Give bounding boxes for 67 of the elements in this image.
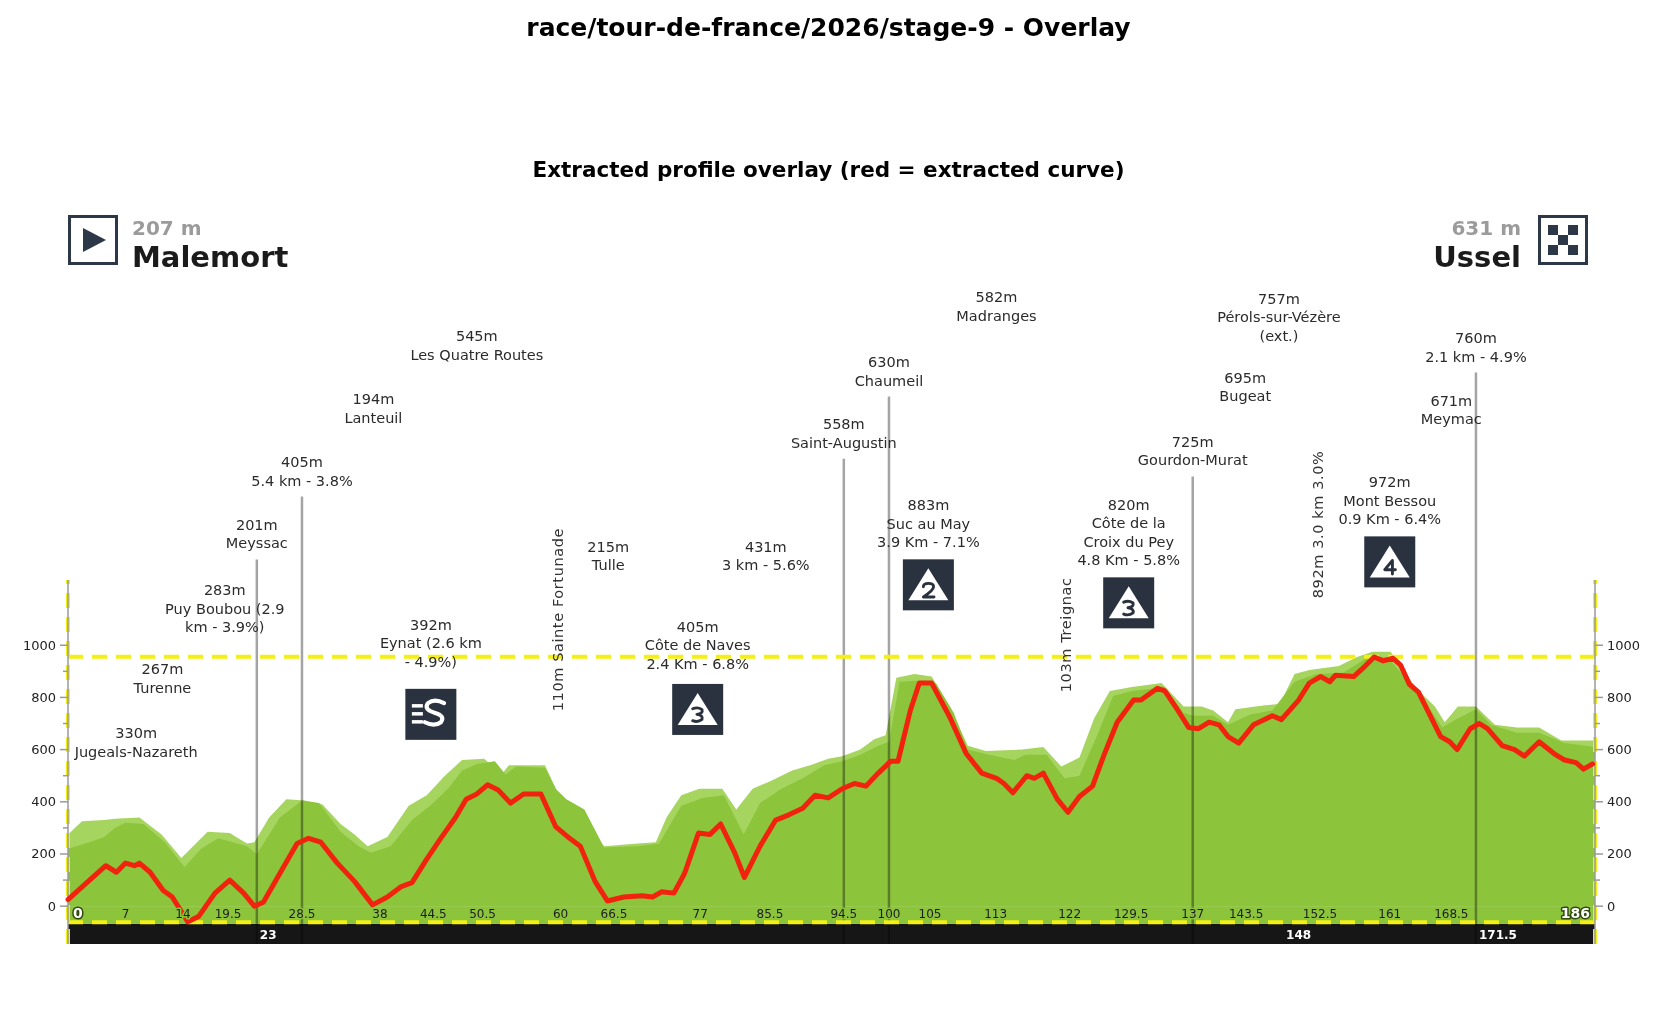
annotation: 171.5	[1478, 927, 1517, 942]
x-tick-label: 50.5	[469, 907, 496, 921]
text: 757m Pérols-sur-Vézère (ext.)	[1217, 290, 1341, 344]
x-tick-label: 100	[877, 907, 901, 921]
y2-tick-label: 400	[1607, 794, 1632, 810]
x-tick-label: 113	[984, 907, 1008, 921]
text: Ussel	[1433, 240, 1521, 274]
x-tick-label: 44.5	[419, 907, 447, 921]
y2-tick-label: 1000	[1607, 637, 1641, 653]
text: 558m Saint-Augustin	[790, 416, 897, 451]
x-tick-label: 60	[552, 907, 569, 921]
chart-subtitle: Extracted profile overlay (red = extracted curve)	[532, 157, 1125, 182]
annotation: 148	[1286, 927, 1312, 942]
text: 201m Meyssac	[225, 516, 288, 552]
y-tick-label: 600	[31, 742, 56, 758]
annotation: 23	[259, 927, 277, 942]
text: 671m Meymac	[1420, 392, 1482, 428]
y-tick-label: 800	[31, 689, 56, 705]
x-tick-label: 94.5	[830, 907, 858, 921]
annotation: 283m Puy Boubou (2.9 km - 3.9%)	[165, 582, 285, 636]
x-tick-label: 137	[1181, 907, 1205, 921]
y2-tick-label: 800	[1607, 689, 1632, 705]
annotation: 405m Côte de Naves 2.4 Km - 6.8%	[644, 618, 751, 672]
text: 695m Bugeat	[1219, 369, 1272, 405]
text: 207 m	[132, 216, 202, 240]
text: 972m Mont Bessou 0.9 Km - 6.4%	[1338, 474, 1442, 528]
chart-title: race/tour-de-france/2026/stage-9 - Overlay	[526, 13, 1131, 42]
x-tick-label: 129.5	[1113, 907, 1149, 921]
annotation: 330m Jugeals-Nazareth	[73, 725, 198, 760]
y2-tick-label: 600	[1607, 742, 1632, 758]
text: 760m 2.1 km - 4.9%	[1425, 330, 1527, 365]
x-tick-label: 85.5	[756, 907, 784, 921]
text: 405m 5.4 km - 3.8%	[251, 454, 353, 489]
text: 582m Madranges	[956, 289, 1037, 324]
y-tick-label: 1000	[22, 637, 56, 653]
x-tick-label: 168.5	[1434, 907, 1469, 921]
x-tick-label: 122	[1058, 907, 1082, 921]
x-tick-label: 7	[121, 907, 130, 921]
text: 545m Les Quatre Routes	[410, 328, 544, 363]
text: 725m Gourdon-Murat	[1137, 433, 1248, 469]
x-tick-label: 77	[692, 907, 708, 921]
x-tick-label: 38	[372, 907, 388, 921]
annotation: 267m Turenne	[132, 661, 192, 696]
x-tick-label: 105	[918, 907, 942, 921]
text: 215m Tulle	[587, 538, 630, 574]
text: Malemort	[132, 240, 289, 274]
x-tick-label: 0	[73, 905, 83, 921]
text: 631 m	[1451, 216, 1521, 240]
y-tick-label: 400	[31, 794, 56, 810]
annotation: 392m Eynat (2.6 km - 4.9%)	[379, 616, 482, 670]
annotation: 103m Treignac	[1058, 577, 1075, 693]
text: 431m 3 km - 5.6%	[721, 538, 810, 574]
x-tick-label: 28.5	[288, 907, 316, 921]
text: 194m Lanteuil	[344, 391, 403, 426]
annotation: 110m Sainte Fortunade	[550, 527, 567, 712]
x-tick-label: 143.5	[1228, 907, 1264, 921]
x-tick-label: 152.5	[1302, 907, 1338, 921]
x-tick-label: 186	[1560, 905, 1590, 921]
y2-tick-label: 200	[1607, 846, 1632, 862]
text: 630m Chaumeil	[854, 354, 924, 389]
annotation: 892m 3.0 km 3.0%	[1309, 450, 1326, 599]
y-tick-label: 200	[31, 846, 56, 862]
x-tick-label: 66.5	[600, 907, 628, 921]
text: 883m Suc au May 3.9 Km - 7.1%	[877, 497, 980, 551]
text: 820m Côte de la Croix du Pey 4.8 Km - 5.8%	[1077, 496, 1180, 569]
x-tick-label: 19.5	[214, 907, 242, 921]
x-tick-label: 161	[1378, 907, 1402, 921]
